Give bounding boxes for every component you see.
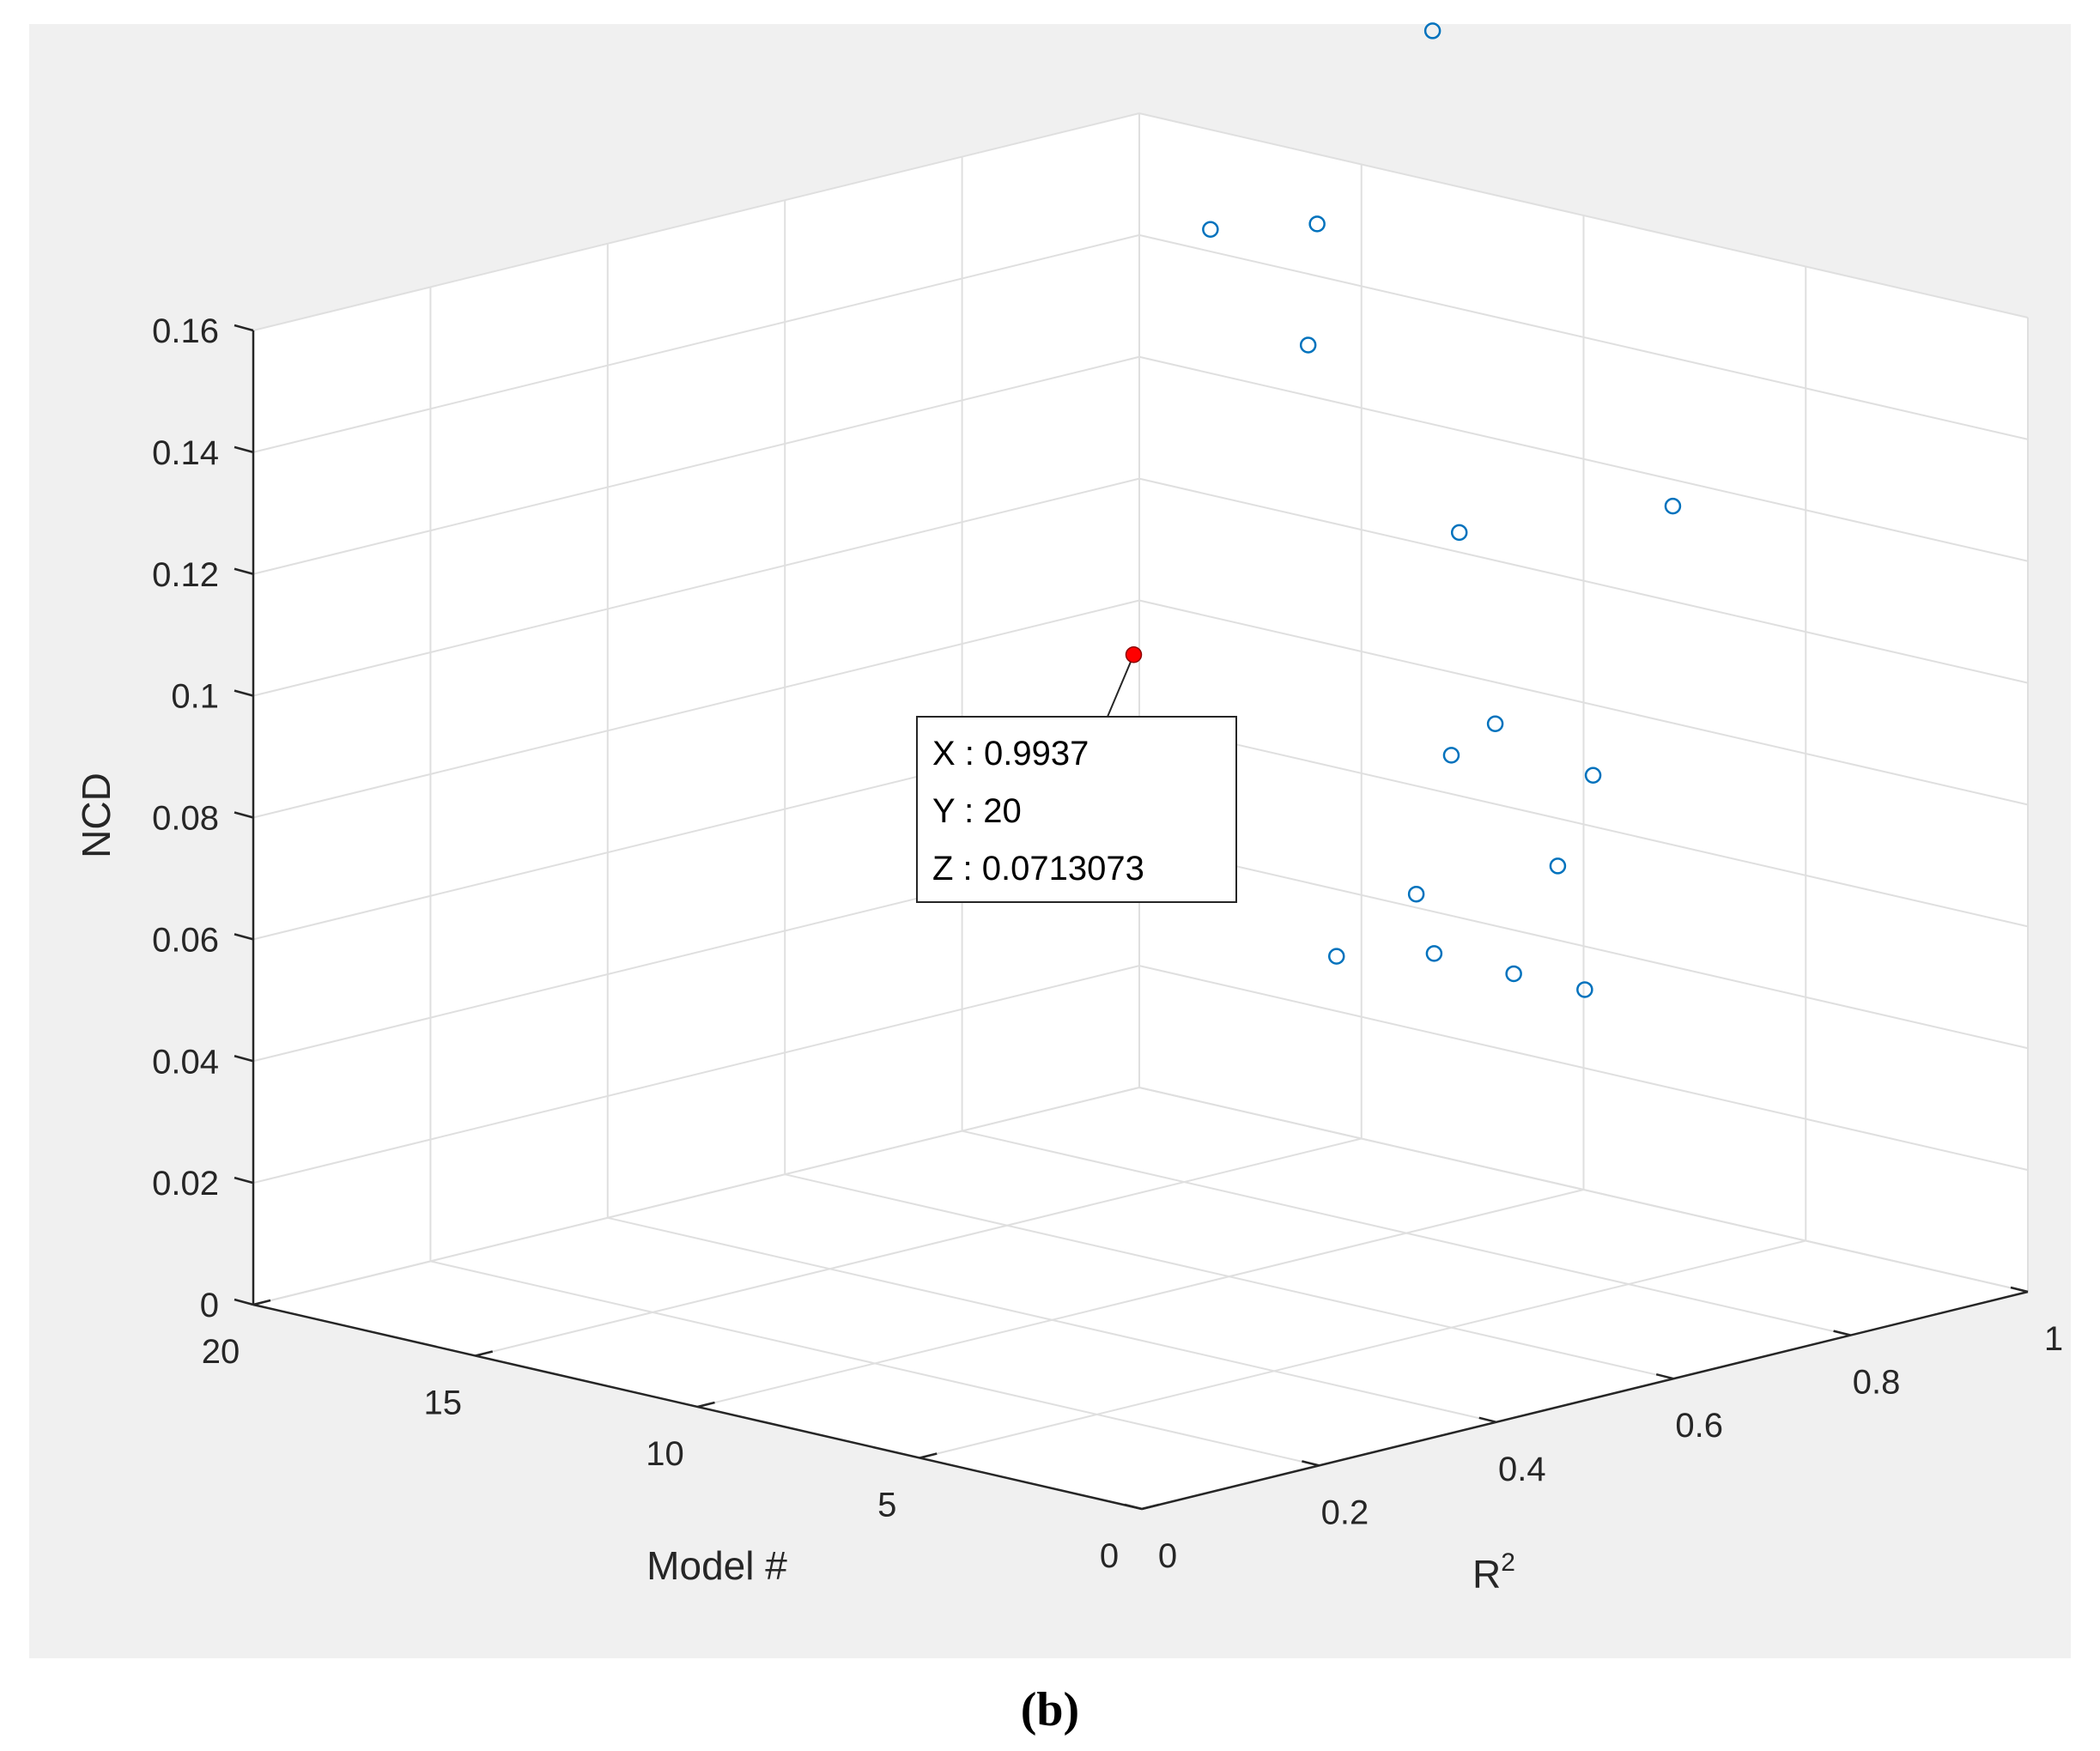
y-tick bbox=[919, 1452, 938, 1459]
z-tick-label: 0.16 bbox=[152, 312, 219, 350]
z-tick-label: 0.08 bbox=[152, 800, 219, 838]
z-tick-label: 0 bbox=[200, 1287, 219, 1324]
y-tick bbox=[697, 1401, 715, 1409]
data-point[interactable] bbox=[1486, 715, 1504, 732]
x-tick-label: 1 bbox=[2044, 1320, 2063, 1358]
floor-gridline-y bbox=[697, 1189, 1584, 1408]
tick-labels: 00.20.40.60.810510152000.020.040.060.080… bbox=[152, 312, 2063, 1575]
datatip[interactable]: X : 0.9937 Y : 20 Z : 0.0713073 bbox=[916, 646, 1237, 903]
wall-gridline-z bbox=[1138, 965, 2029, 1172]
wall-gridline-z bbox=[1138, 112, 2029, 318]
y-tick bbox=[1141, 1503, 1160, 1511]
floor-gridline-y bbox=[475, 1137, 1362, 1357]
wall-gridline-z bbox=[252, 112, 1140, 331]
data-point[interactable] bbox=[1576, 981, 1593, 998]
gridlines bbox=[252, 112, 2029, 1510]
wall-gridline-z bbox=[252, 599, 1140, 819]
wall-gridline-z bbox=[1138, 233, 2029, 440]
axes bbox=[234, 324, 2029, 1511]
z-tick bbox=[234, 567, 254, 575]
z-axis-title: NCD bbox=[74, 772, 118, 858]
data-point[interactable] bbox=[1549, 857, 1567, 875]
data-point[interactable] bbox=[1664, 497, 1682, 515]
x-tick-label: 0.8 bbox=[1853, 1364, 1901, 1402]
wall-gridline-z bbox=[1138, 1087, 2029, 1293]
wall-gridline-z bbox=[1138, 599, 2029, 806]
x-axis-line bbox=[1141, 1290, 2029, 1511]
x-tick bbox=[1478, 1416, 1497, 1424]
z-tick-label: 0.02 bbox=[152, 1165, 219, 1203]
y-tick-label: 10 bbox=[646, 1435, 684, 1473]
x-axis-title-superscript: 2 bbox=[1501, 1548, 1515, 1577]
datatip-line: Z : 0.0713073 bbox=[932, 850, 1144, 888]
y-tick-label: 5 bbox=[877, 1487, 896, 1524]
data-point[interactable] bbox=[1442, 747, 1460, 764]
x-tick bbox=[1833, 1330, 1851, 1336]
data-point[interactable] bbox=[1308, 215, 1326, 233]
x-axis-title-base: R bbox=[1472, 1552, 1501, 1596]
z-tick bbox=[234, 1176, 254, 1184]
z-tick-label: 0.14 bbox=[152, 434, 219, 472]
data-point[interactable] bbox=[1505, 965, 1522, 983]
data-point[interactable] bbox=[1407, 885, 1425, 903]
x-tick bbox=[1655, 1372, 1674, 1380]
z-tick bbox=[234, 324, 254, 332]
z-tick bbox=[234, 811, 254, 819]
data-point[interactable] bbox=[1202, 221, 1219, 239]
datatip-box[interactable] bbox=[916, 716, 1237, 903]
datatip-line: Y : 20 bbox=[932, 792, 1022, 830]
data-points bbox=[1202, 22, 1682, 998]
z-tick-label: 0.06 bbox=[152, 921, 219, 959]
z-tick bbox=[234, 689, 254, 697]
wall-gridline-z bbox=[252, 233, 1140, 453]
y-tick-label: 15 bbox=[424, 1384, 463, 1422]
wall-gridline-z bbox=[252, 355, 1140, 575]
z-tick bbox=[234, 445, 254, 454]
z-tick bbox=[234, 933, 254, 941]
z-tick bbox=[234, 1298, 254, 1306]
datatip-line: X : 0.9937 bbox=[932, 735, 1089, 772]
x-tick-label: 0 bbox=[1158, 1537, 1177, 1575]
wall-gridline-z bbox=[252, 965, 1140, 1184]
data-point[interactable] bbox=[1299, 336, 1317, 354]
x-tick bbox=[2010, 1286, 2029, 1294]
z-tick-label: 0.1 bbox=[171, 678, 219, 716]
figure-caption: (b) bbox=[1021, 1683, 1079, 1736]
datatip-leader bbox=[1107, 654, 1135, 718]
data-point[interactable] bbox=[1423, 22, 1441, 39]
x-axis-title: R2 bbox=[1472, 1548, 1515, 1596]
selected-data-point[interactable] bbox=[1125, 646, 1143, 663]
wall-gridline-z bbox=[252, 1087, 1140, 1306]
wall-gridline-z bbox=[1138, 477, 2029, 684]
wall-gridline-z bbox=[1138, 843, 2029, 1050]
wall-gridline-z bbox=[1138, 721, 2029, 928]
y-tick bbox=[252, 1299, 271, 1306]
x-tick-label: 0.2 bbox=[1321, 1494, 1369, 1531]
x-tick bbox=[1302, 1460, 1320, 1467]
x-tick-label: 0.4 bbox=[1498, 1451, 1546, 1488]
data-point[interactable] bbox=[1584, 766, 1602, 785]
y-tick bbox=[475, 1350, 494, 1357]
y-tick-label: 0 bbox=[1100, 1537, 1119, 1575]
data-point[interactable] bbox=[1327, 948, 1345, 965]
x-tick bbox=[1124, 1503, 1143, 1511]
wall-gridline-z bbox=[252, 477, 1140, 697]
x-tick-label: 0.6 bbox=[1675, 1407, 1723, 1445]
data-point[interactable] bbox=[1450, 524, 1468, 542]
z-tick-label: 0.04 bbox=[152, 1043, 219, 1081]
y-tick-label: 20 bbox=[202, 1333, 240, 1371]
floor-gridline-y bbox=[920, 1239, 1806, 1459]
data-point[interactable] bbox=[1425, 945, 1443, 962]
wall-gridline-z bbox=[1138, 355, 2029, 562]
z-tick-label: 0.12 bbox=[152, 556, 219, 594]
y-axis-title: Model # bbox=[646, 1543, 787, 1588]
z-tick bbox=[234, 1055, 254, 1063]
